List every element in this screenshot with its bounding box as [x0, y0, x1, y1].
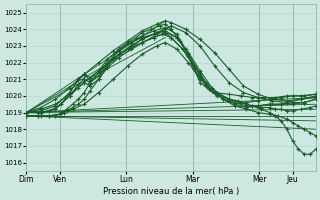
X-axis label: Pression niveau de la mer( hPa ): Pression niveau de la mer( hPa )	[103, 187, 239, 196]
